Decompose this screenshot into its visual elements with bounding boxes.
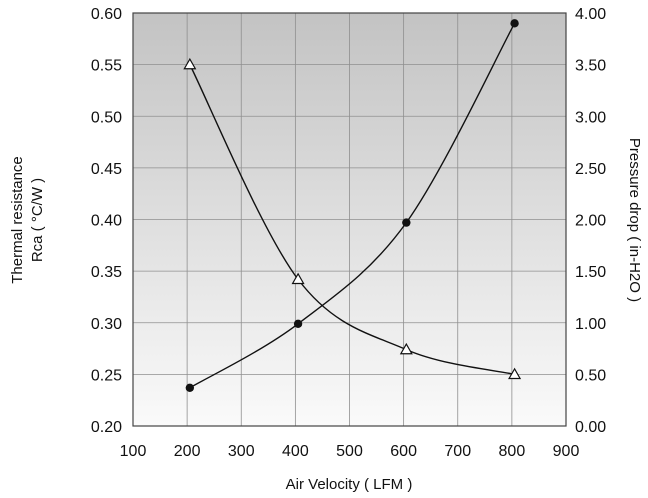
- y-right-tick-label: 2.50: [575, 161, 606, 178]
- data-point-triangle: [183, 57, 197, 70]
- y-left-tick-label: 0.40: [91, 213, 122, 230]
- x-tick-label: 400: [282, 443, 309, 460]
- x-tick-label: 700: [444, 443, 471, 460]
- data-point-circle: [402, 218, 411, 227]
- x-axis-title: Air Velocity ( LFM ): [286, 476, 413, 493]
- y-left-tick-label: 0.35: [91, 264, 122, 281]
- y-left-tick-label: 0.60: [91, 6, 122, 23]
- y-left-tick-label: 0.45: [91, 161, 122, 178]
- series-triangle: [183, 57, 522, 380]
- x-tick-label: 800: [499, 443, 526, 460]
- data-point-circle: [293, 319, 303, 328]
- y-right-tick-label: 1.00: [575, 316, 606, 333]
- y-right-tick-label: 3.50: [575, 58, 606, 75]
- data-point-triangle: [508, 367, 522, 380]
- series-layer: [183, 19, 522, 392]
- series-line-triangle: [189, 64, 515, 376]
- x-tick-label: 200: [174, 443, 201, 460]
- series-circle: [185, 19, 519, 392]
- y-left-tick-label: 0.50: [91, 109, 122, 126]
- y-left-tick-label: 0.55: [91, 58, 122, 75]
- y-right-tick-label: 3.00: [575, 109, 606, 126]
- x-tick-label: 500: [336, 443, 363, 460]
- x-tick-label: 600: [390, 443, 417, 460]
- y-right-axis-title: Pressure drop ( in-H2O ): [626, 138, 643, 302]
- y-left-tick-label: 0.30: [91, 316, 122, 333]
- x-tick-label: 900: [553, 443, 580, 460]
- y-left-axis-title-line1: Thermal resistance: [9, 156, 26, 284]
- x-tick-label: 100: [120, 443, 147, 460]
- y-left-axis-title-line2: Rca ( °C/W ): [29, 178, 46, 262]
- plot-frame: [132, 12, 567, 427]
- tick-labels: 100 200 300 400 500 600 700 800 900 0.60 0.55 0.50 0…: [91, 6, 606, 460]
- data-point-triangle: [399, 342, 413, 355]
- x-tick-label: 300: [228, 443, 255, 460]
- y-left-tick-label: 0.20: [91, 419, 122, 436]
- y-left-tick-label: 0.25: [91, 367, 122, 384]
- y-right-tick-label: 4.00: [575, 6, 606, 23]
- y-right-tick-label: 0.50: [575, 367, 606, 384]
- y-right-tick-label: 2.00: [575, 213, 606, 230]
- data-point-circle: [510, 19, 519, 28]
- y-right-tick-label: 1.50: [575, 264, 606, 281]
- data-point-circle: [185, 383, 195, 392]
- y-right-tick-label: 0.00: [575, 419, 606, 436]
- data-point-triangle: [291, 272, 305, 285]
- series-line-circle: [189, 22, 516, 389]
